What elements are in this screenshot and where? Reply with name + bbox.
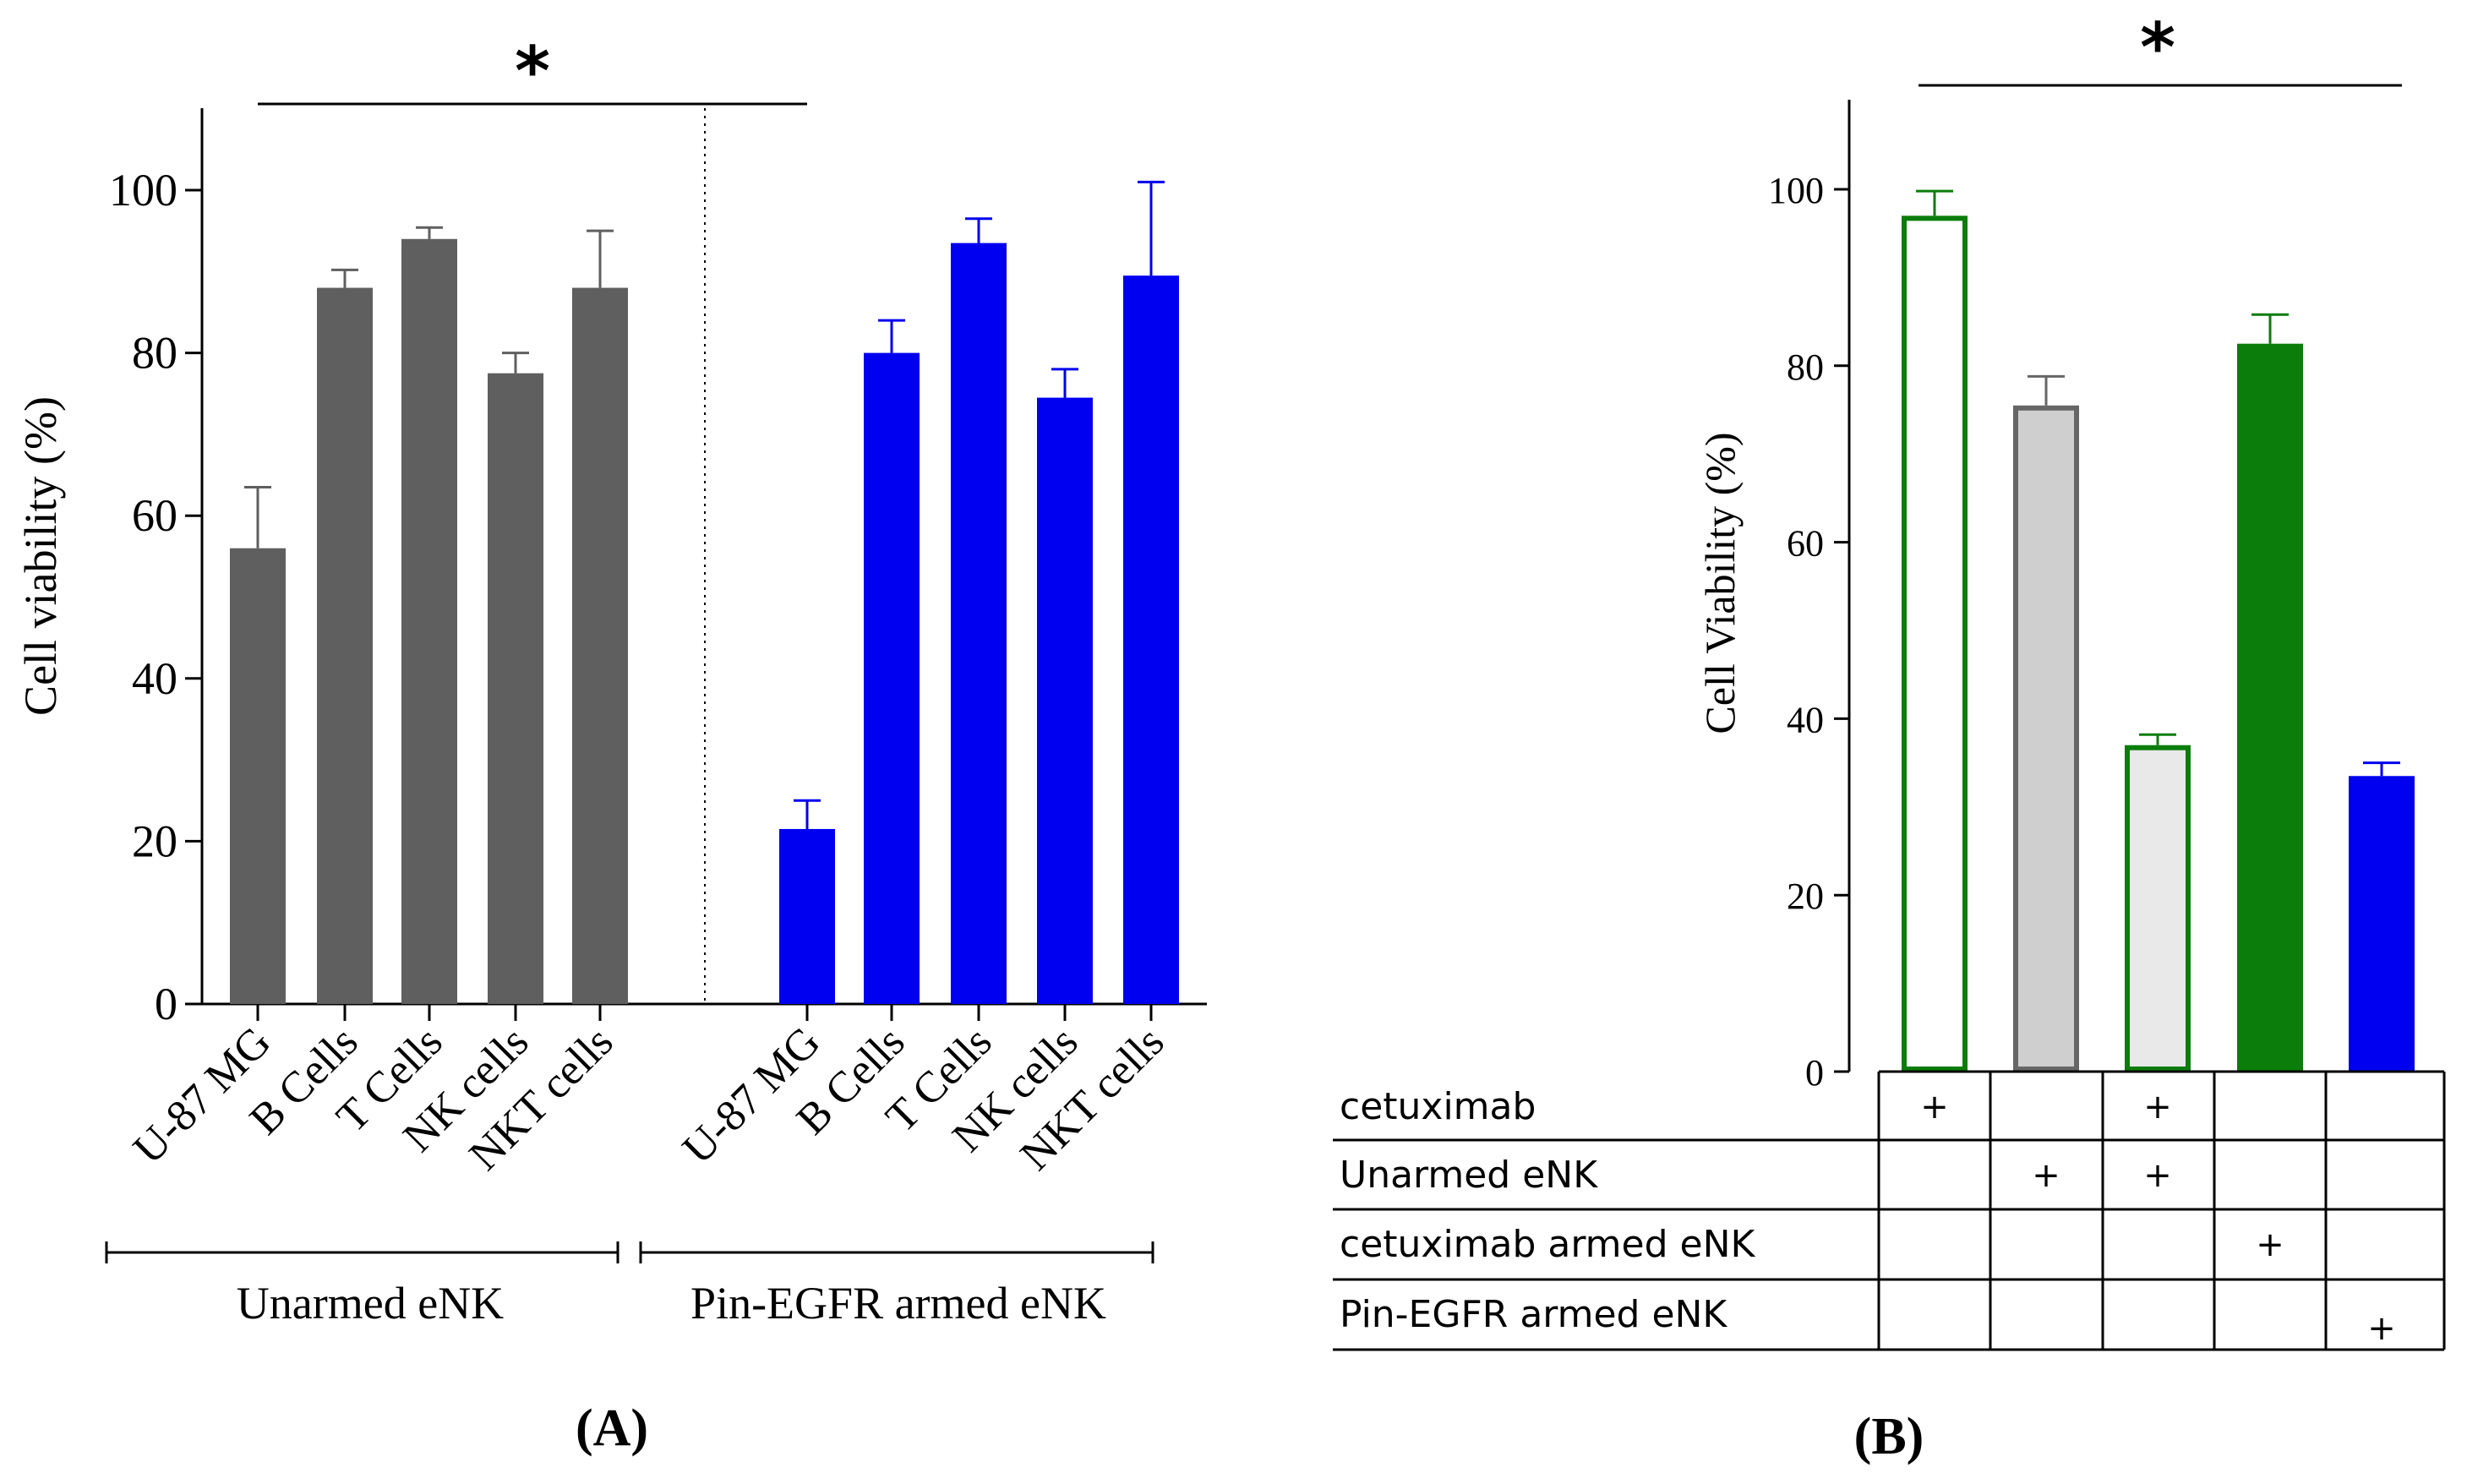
panel-b-y-ticks: 0 20 40 60 80 100 [1768,170,1849,1094]
panel-a-bar [1037,397,1093,1004]
panel-a-bar [401,238,457,1004]
panel-b-table-plus-mark: + [2367,1309,2396,1348]
panel-a-bar [779,828,835,1004]
panel-b-table-row-label: Pin-EGFR armed eNK [1340,1293,1727,1336]
panel-b-table-plus-mark: + [2256,1225,2284,1264]
panel-a-bar [951,243,1007,1005]
panel-b-chart: 0 20 40 60 80 100 Cell Viability (%) * cetuxi… [1333,8,2446,1465]
panel-a-group-label-unarmed: Unarmed eNK [237,1278,504,1329]
panel-b-table-row-label: cetuximab [1340,1085,1536,1128]
panel-b-label: (B) [1854,1408,1924,1465]
panel-a-y-tick-label: 40 [132,653,177,704]
panel-a-y-tick-label: 80 [132,328,177,379]
panel-b-y-label: Cell Viability (%) [1696,432,1744,734]
panel-a-y-tick-label: 60 [132,490,177,541]
panel-b-y-tick-label: 60 [1787,523,1824,565]
panel-a-bar [1123,276,1179,1004]
panel-b-table-plus-mark: + [1920,1088,1949,1127]
panel-b-table-plus-mark: + [2143,1088,2172,1127]
panel-b-bar [2349,776,2415,1072]
panel-b-table-plus-mark: + [2032,1156,2060,1195]
panel-a-group-bracket-armed [639,1241,1154,1263]
panel-b-bar [2237,343,2303,1072]
panel-b-y-tick-label: 100 [1768,170,1824,211]
panel-b-y-tick-label: 40 [1787,699,1824,740]
panel-b-y-tick-label: 0 [1805,1052,1824,1094]
panel-b-treatment-table [1333,1070,2446,1351]
panel-a-bar [572,287,628,1004]
panel-b-table-row-label: Unarmed eNK [1340,1154,1598,1197]
panel-b-table-row-label: cetuximab armed eNK [1340,1223,1756,1266]
panel-b-bar [2013,405,2079,1072]
panel-b-bar [2125,745,2191,1072]
panel-a-bar [230,548,286,1004]
panel-a-bar [488,373,543,1004]
panel-b-table-plus-mark: + [2143,1156,2172,1195]
panel-b-y-tick-label: 80 [1787,346,1824,388]
panel-a-group-bracket-unarmed [105,1241,619,1263]
panel-b-table-text: cetuximab + + Unarmed eNK + + cetuximab armed … [1340,1085,2396,1348]
panel-a-bar [864,352,920,1005]
panel-a-label: (A) [576,1399,648,1457]
panel-a-bars [230,180,1179,1021]
panel-b-significance-star: * [2140,8,2175,87]
panel-a-y-tick-label: 100 [109,165,177,216]
panel-a-y-tick-label: 20 [132,816,177,866]
panel-b-bars [1902,189,2415,1072]
panel-a-y-ticks: 0 20 40 60 80 100 [109,165,202,1029]
panel-a-y-tick-label: 0 [155,979,177,1029]
panel-a-y-label: Cell viability (%) [15,396,66,716]
panel-a-significance-star: * [515,32,550,111]
panel-b-y-tick-label: 20 [1787,876,1824,917]
panel-b-bar [1902,216,1968,1072]
panel-a-bar [317,287,373,1004]
panel-a-group-label-armed: Pin-EGFR armed eNK [690,1278,1106,1329]
